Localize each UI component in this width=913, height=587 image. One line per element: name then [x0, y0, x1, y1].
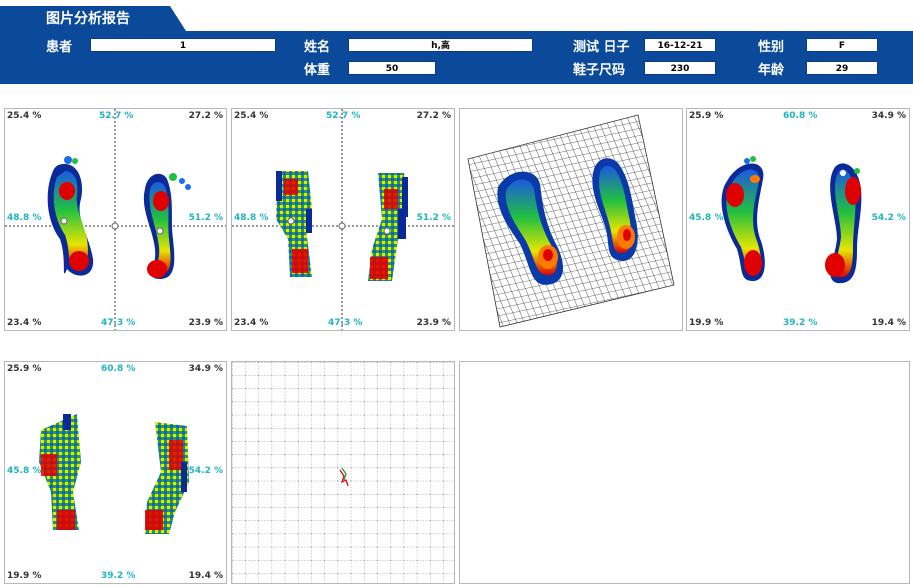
top-center-pct: 52.7 %: [326, 111, 361, 121]
right-foot-pixels-detailed: [145, 422, 189, 534]
report-title-tab: 图片分析报告: [0, 0, 186, 31]
pixel-detailed-panel: 25.9 % 60.8 % 34.9 % 45.8 % 54.2 % 19.9 …: [4, 361, 227, 584]
bottom-left-pct: 19.9 %: [689, 318, 724, 328]
patient-info-band: 患者 1 姓名 h,高 体重 50 测试 日子 16-12-21 鞋子尺码 23…: [0, 31, 913, 84]
pressure-3d-graphic: [467, 114, 675, 328]
pixel-pressure-panel: 25.4 % 52.7 % 27.2 % 48.8 % 51.2 % 23.4 …: [231, 108, 455, 331]
middle-right-pct: 54.2 %: [188, 466, 223, 476]
middle-right-pct: 54.2 %: [871, 213, 906, 223]
top-left-pct: 25.4 %: [7, 111, 42, 121]
shoe-size-field[interactable]: 230: [644, 61, 716, 75]
pressure-map-panel: 25.4 % 52.7 % 27.2 % 48.8 % 51.2 % 23.4 …: [4, 108, 227, 331]
top-left-pct: 25.9 %: [7, 364, 42, 374]
bottom-left-pct: 23.4 %: [234, 318, 269, 328]
name-label: 姓名: [304, 40, 331, 55]
test-date-label: 测试 日子: [573, 40, 630, 55]
detailed-pressure-graphic: [721, 156, 862, 284]
pressure-map-graphic: [5, 109, 226, 330]
top-right-pct: 34.9 %: [871, 111, 906, 121]
middle-left-pct: 48.8 %: [7, 213, 42, 223]
weight-label: 体重: [304, 63, 331, 78]
test-date-field[interactable]: 16-12-21: [644, 38, 716, 52]
bottom-center-pct: 39.2 %: [101, 571, 136, 581]
cop-trajectory: [339, 467, 349, 487]
report-header: 图片分析报告 患者 1 姓名 h,高 体重 50 测试 日子 16-12-21 …: [0, 0, 913, 84]
top-center-pct: 52.7 %: [99, 111, 134, 121]
middle-left-pct: 45.8 %: [689, 213, 724, 223]
empty-panel: [459, 361, 910, 584]
gender-field[interactable]: F: [806, 38, 878, 52]
top-center-pct: 60.8 %: [783, 111, 818, 121]
bottom-right-pct: 23.9 %: [188, 318, 223, 328]
bottom-right-pct: 23.9 %: [416, 318, 451, 328]
right-foot-3d: [592, 158, 638, 261]
right-foot-pixels: [368, 173, 408, 281]
top-right-pct: 34.9 %: [188, 364, 223, 374]
age-field[interactable]: 29: [806, 61, 878, 75]
bottom-left-pct: 23.4 %: [7, 318, 42, 328]
title-tab-shape: [0, 6, 186, 31]
right-foot-detailed: [825, 163, 862, 284]
report-title: 图片分析报告: [46, 11, 130, 27]
pixel-pressure-graphic: [232, 109, 454, 330]
top-right-pct: 27.2 %: [416, 111, 451, 121]
weight-field[interactable]: 50: [348, 61, 436, 75]
cop-trace-panel: [231, 361, 455, 584]
bottom-center-pct: 39.2 %: [783, 318, 818, 328]
left-foot-detailed: [721, 156, 765, 281]
bottom-center-pct: 47.3 %: [328, 318, 363, 328]
top-center-pct: 60.8 %: [101, 364, 136, 374]
patient-field[interactable]: 1: [90, 38, 276, 52]
left-foot-pixels-detailed: [39, 414, 81, 530]
age-label: 年龄: [758, 63, 785, 78]
left-foot-heatmap: [47, 156, 94, 276]
shoe-size-label: 鞋子尺码: [573, 63, 626, 78]
detailed-pressure-panel: 25.9 % 60.8 % 34.9 % 45.8 % 54.2 % 19.9 …: [686, 108, 910, 331]
pressure-3d-panel: [459, 108, 683, 331]
pixel-detailed-graphic: [39, 414, 189, 534]
top-left-pct: 25.4 %: [234, 111, 269, 121]
left-foot-pixels: [276, 171, 312, 277]
bottom-center-pct: 47.3 %: [101, 318, 136, 328]
patient-label: 患者: [46, 40, 73, 55]
middle-left-pct: 45.8 %: [7, 466, 42, 476]
middle-right-pct: 51.2 %: [416, 213, 451, 223]
bottom-right-pct: 19.4 %: [188, 571, 223, 581]
bottom-left-pct: 19.9 %: [7, 571, 42, 581]
middle-left-pct: 48.8 %: [234, 213, 269, 223]
right-foot-heatmap: [143, 173, 191, 279]
top-left-pct: 25.9 %: [689, 111, 724, 121]
middle-right-pct: 51.2 %: [188, 213, 223, 223]
bottom-right-pct: 19.4 %: [871, 318, 906, 328]
top-right-pct: 27.2 %: [188, 111, 223, 121]
left-foot-3d: [497, 171, 563, 285]
cop-trace-graphic: [232, 362, 454, 583]
gender-label: 性别: [758, 40, 785, 55]
name-field[interactable]: h,高: [348, 38, 533, 52]
